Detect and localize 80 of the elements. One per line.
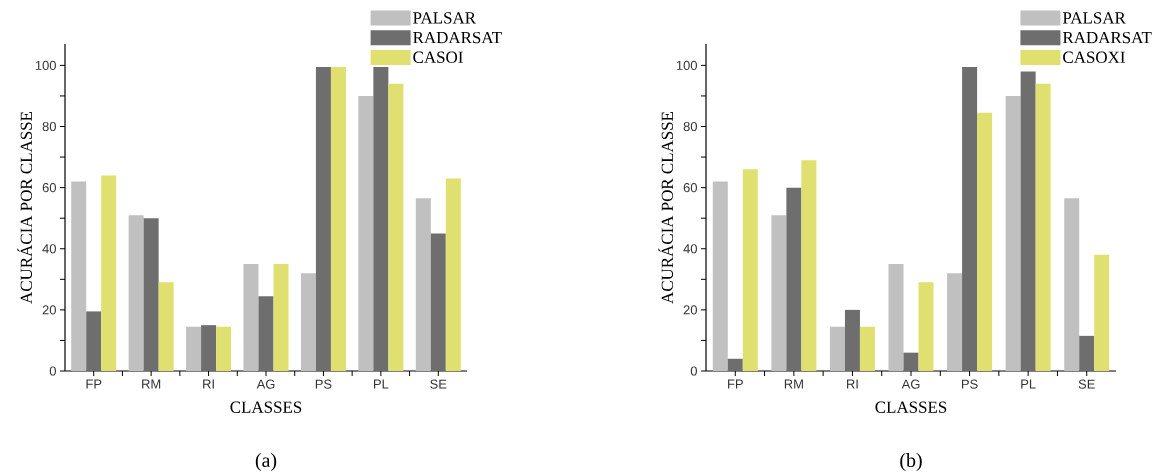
bar <box>742 169 758 371</box>
legend-label: CASOI <box>413 51 463 63</box>
bar <box>86 311 102 371</box>
bar <box>158 282 174 371</box>
bar <box>358 95 374 371</box>
x-tick-label: PL <box>374 379 389 389</box>
bar <box>1079 335 1095 371</box>
bar <box>273 264 289 371</box>
x-tick-label: RM <box>142 379 161 389</box>
bar <box>977 112 993 371</box>
bar <box>844 309 860 371</box>
bar <box>258 296 274 371</box>
y-tick-label: 40 <box>42 244 56 254</box>
bar <box>947 273 963 371</box>
y-tick-label: 20 <box>683 305 697 315</box>
text: (b) <box>900 453 922 472</box>
bar <box>300 273 316 371</box>
legend-label: RADARSAT <box>413 31 502 44</box>
x-tick-label: AG <box>256 379 275 389</box>
text: (a) <box>255 453 277 472</box>
bar <box>388 83 404 371</box>
bar <box>101 175 117 371</box>
bar <box>712 181 728 371</box>
bar <box>1035 83 1051 371</box>
y-tick-label: 60 <box>683 183 697 193</box>
bar <box>143 218 159 371</box>
bar <box>1020 71 1036 371</box>
bar <box>315 66 331 371</box>
bar <box>903 352 919 371</box>
bar <box>829 326 845 371</box>
bar <box>786 187 802 371</box>
bar <box>216 326 232 371</box>
bar <box>71 181 87 371</box>
x-tick-label: AG <box>901 379 920 389</box>
y-tick-label: 100 <box>35 60 56 70</box>
y-tick-label: 0 <box>49 366 56 376</box>
x-tick-label: RI <box>203 379 214 389</box>
y-tick-label: 40 <box>683 244 697 254</box>
bar <box>771 215 787 371</box>
y-tick-label: 20 <box>42 305 56 315</box>
y-tick-label: 60 <box>42 183 56 193</box>
legend-label: PALSAR <box>1062 12 1126 24</box>
x-tick-label: FP <box>86 379 102 389</box>
y-tick-label: 80 <box>683 121 697 132</box>
legend-label: RADARSAT <box>1062 31 1152 44</box>
x-tick-label: SE <box>1078 379 1095 389</box>
y-axis-title: ACURÁCIA POR CLASSE <box>17 111 33 304</box>
bar <box>445 178 461 371</box>
legend-label: PALSAR <box>413 12 476 24</box>
bar <box>1094 254 1110 371</box>
bar <box>962 66 978 371</box>
bar <box>330 66 346 371</box>
x-tick-label: FP <box>728 379 743 389</box>
x-tick-label: PL <box>1021 379 1036 389</box>
x-axis-title: CLASSES <box>230 401 302 413</box>
bar <box>1005 95 1021 371</box>
x-tick-label: PS <box>315 379 332 389</box>
y-tick-label: 80 <box>42 121 56 132</box>
x-tick-label: RI <box>847 379 858 389</box>
bar <box>1064 198 1080 371</box>
bar <box>727 358 743 371</box>
bar <box>888 264 904 371</box>
bar <box>415 198 431 371</box>
bar <box>801 160 817 371</box>
bar <box>430 233 446 371</box>
bar <box>373 66 389 371</box>
x-tick-label: PS <box>962 379 978 389</box>
y-tick-label: 0 <box>690 366 697 376</box>
legend-label: CASOXI <box>1063 51 1125 63</box>
y-tick-label: 100 <box>676 60 697 70</box>
bar <box>201 325 217 371</box>
bar <box>186 326 202 371</box>
bar <box>243 264 259 371</box>
x-tick-label: SE <box>430 379 447 389</box>
x-tick-label: RM <box>784 379 803 389</box>
y-axis-title: ACURÁCIA POR CLASSE <box>658 111 674 304</box>
bar <box>859 326 875 371</box>
x-axis-title: CLASSES <box>875 401 947 413</box>
bar <box>918 282 934 371</box>
bar <box>128 215 144 371</box>
